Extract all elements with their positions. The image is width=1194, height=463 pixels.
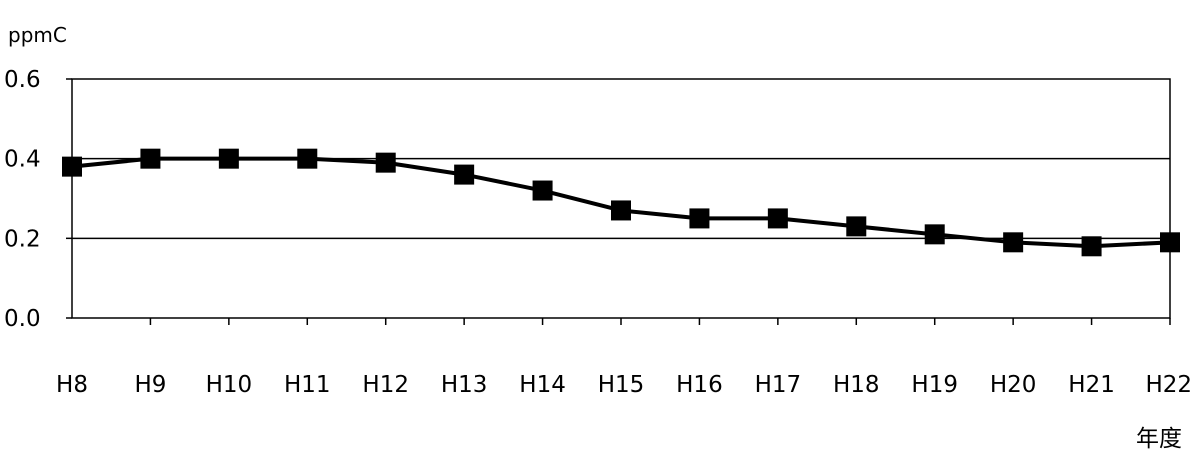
data-point-marker bbox=[454, 164, 475, 185]
x-tick-label: H9 bbox=[134, 372, 166, 398]
data-point-marker bbox=[611, 200, 631, 221]
data-point-marker bbox=[846, 216, 867, 237]
y-axis-label: ppmC bbox=[8, 23, 67, 47]
data-point-marker bbox=[767, 208, 788, 229]
x-tick-label: H18 bbox=[833, 372, 880, 398]
x-axis-label: 年度 bbox=[1136, 426, 1182, 452]
y-tick-label: 0.0 bbox=[4, 306, 41, 332]
x-tick-label: H22 bbox=[1145, 372, 1192, 398]
data-point-marker bbox=[532, 180, 553, 201]
x-tick-label: H20 bbox=[990, 372, 1037, 398]
x-tick-label: H15 bbox=[598, 372, 645, 398]
x-tick-label: H21 bbox=[1068, 372, 1115, 398]
data-point-marker bbox=[689, 208, 710, 229]
x-tick-label: H8 bbox=[56, 372, 88, 398]
data-point-marker bbox=[1160, 232, 1180, 253]
x-tick-label: H17 bbox=[755, 372, 802, 398]
y-tick-label: 0.6 bbox=[4, 67, 41, 93]
x-tick-label: H14 bbox=[519, 372, 566, 398]
x-tick-label: H10 bbox=[206, 372, 253, 398]
data-point-marker bbox=[924, 224, 945, 245]
y-tick-label: 0.4 bbox=[4, 147, 41, 173]
y-tick-label: 0.2 bbox=[4, 226, 41, 252]
x-tick-label: H13 bbox=[441, 372, 488, 398]
data-point-marker bbox=[297, 148, 318, 169]
data-point-marker bbox=[218, 148, 239, 169]
x-axis-ticks: H8 H9 H10 H11 H12 H13 H14 H15 H16 H17 H18 H19 H20 H21… bbox=[56, 318, 1192, 398]
data-point-marker bbox=[1003, 232, 1024, 253]
data-point-marker bbox=[140, 148, 161, 169]
data-point-marker bbox=[1081, 236, 1102, 257]
x-tick-label: H19 bbox=[911, 372, 958, 398]
plot-area bbox=[71, 78, 1171, 319]
x-tick-label: H12 bbox=[362, 372, 409, 398]
data-point-marker bbox=[62, 156, 82, 177]
x-tick-label: H11 bbox=[284, 372, 331, 398]
data-point-marker bbox=[375, 152, 396, 173]
series-group bbox=[62, 148, 1180, 257]
x-tick-label: H16 bbox=[676, 372, 723, 398]
y-axis-ticks: 0.0 0.2 0.4 0.6 bbox=[4, 67, 72, 332]
